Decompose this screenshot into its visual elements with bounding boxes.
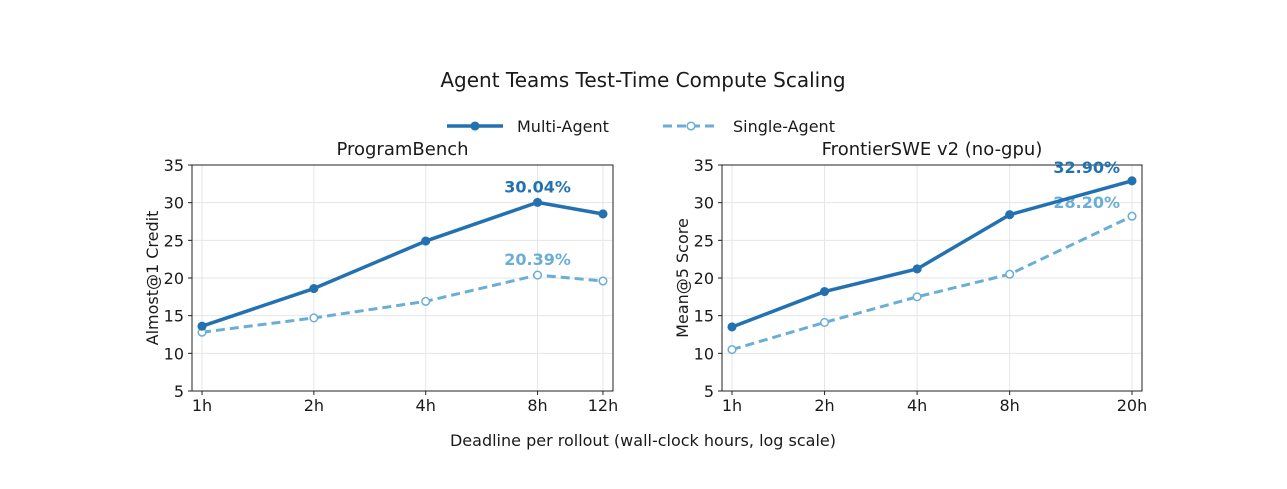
data-label-multi-agent: 30.04% xyxy=(504,177,571,196)
data-point-multi-agent xyxy=(1005,210,1015,220)
data-point-single-agent xyxy=(309,313,319,323)
figure-x-axis-label: Deadline per rollout (wall-clock hours, … xyxy=(450,431,836,450)
data-label-multi-agent: 32.90% xyxy=(1053,158,1120,177)
x-tick-label: 2h xyxy=(814,396,834,415)
legend: Multi-Agent Single-Agent xyxy=(447,117,835,136)
x-tick-label: 8h xyxy=(527,396,547,415)
y-tick-label: 35 xyxy=(164,156,184,175)
figure-title: Agent Teams Test-Time Compute Scaling xyxy=(440,68,845,92)
data-point-single-agent xyxy=(421,296,431,306)
legend-marker-single-agent xyxy=(686,121,696,131)
data-point-multi-agent xyxy=(197,321,207,331)
y-axis-label: Mean@5 Score xyxy=(673,218,692,338)
data-point-single-agent xyxy=(533,270,543,280)
data-point-single-agent xyxy=(1127,211,1137,221)
y-tick-label: 5 xyxy=(174,382,184,401)
y-tick-label: 25 xyxy=(164,231,184,250)
panel-frontierswe: 5 10 15 20 25 30 35 1h 2h 4h 8h 20h FrontierSWE v2 (… xyxy=(673,139,1147,415)
data-point-single-agent xyxy=(727,345,737,355)
data-point-single-agent xyxy=(598,276,608,286)
data-label-single-agent: 28.20% xyxy=(1053,193,1120,212)
y-tick-label: 25 xyxy=(694,231,714,250)
data-point-multi-agent xyxy=(533,197,543,207)
y-tick-label: 5 xyxy=(704,382,714,401)
y-tick-label: 10 xyxy=(694,344,714,363)
data-point-single-agent xyxy=(820,317,830,327)
y-tick-label: 35 xyxy=(694,156,714,175)
x-tick-label: 2h xyxy=(304,396,324,415)
series-line-single-agent xyxy=(201,273,604,334)
x-tick-label: 8h xyxy=(999,396,1019,415)
data-point-multi-agent xyxy=(727,322,737,332)
x-tick-label: 12h xyxy=(588,396,619,415)
x-tick-label: 20h xyxy=(1117,396,1148,415)
y-tick-label: 30 xyxy=(694,194,714,213)
data-label-single-agent: 20.39% xyxy=(504,250,571,269)
y-tick-label: 20 xyxy=(164,269,184,288)
data-point-multi-agent xyxy=(1127,176,1137,186)
y-tick-label: 10 xyxy=(164,344,184,363)
x-tick-label: 1h xyxy=(192,396,212,415)
data-point-single-agent xyxy=(912,292,922,302)
panel-programbench: 5 10 15 20 25 30 35 1h 2h 4h 8h 12h ProgramBench Almo… xyxy=(143,139,618,415)
data-point-multi-agent xyxy=(598,209,608,219)
legend-label-single-agent: Single-Agent xyxy=(733,117,835,136)
legend-label-multi-agent: Multi-Agent xyxy=(517,117,609,136)
x-tick-label: 4h xyxy=(907,396,927,415)
series-line-single-agent xyxy=(731,214,1133,352)
x-tick-label: 1h xyxy=(722,396,742,415)
data-point-multi-agent xyxy=(912,264,922,274)
panel-title: ProgramBench xyxy=(336,139,468,160)
y-tick-label: 20 xyxy=(694,269,714,288)
y-axis-label: Almost@1 Credit xyxy=(143,211,162,346)
panel-title: FrontierSWE v2 (no-gpu) xyxy=(822,139,1043,160)
data-point-multi-agent xyxy=(421,236,431,246)
y-tick-label: 15 xyxy=(694,307,714,326)
data-point-multi-agent xyxy=(820,287,830,297)
legend-marker-multi-agent xyxy=(470,121,480,131)
x-tick-label: 4h xyxy=(416,396,436,415)
data-point-single-agent xyxy=(1005,269,1015,279)
y-tick-label: 15 xyxy=(164,307,184,326)
data-point-multi-agent xyxy=(309,283,319,294)
y-tick-label: 30 xyxy=(164,194,184,213)
